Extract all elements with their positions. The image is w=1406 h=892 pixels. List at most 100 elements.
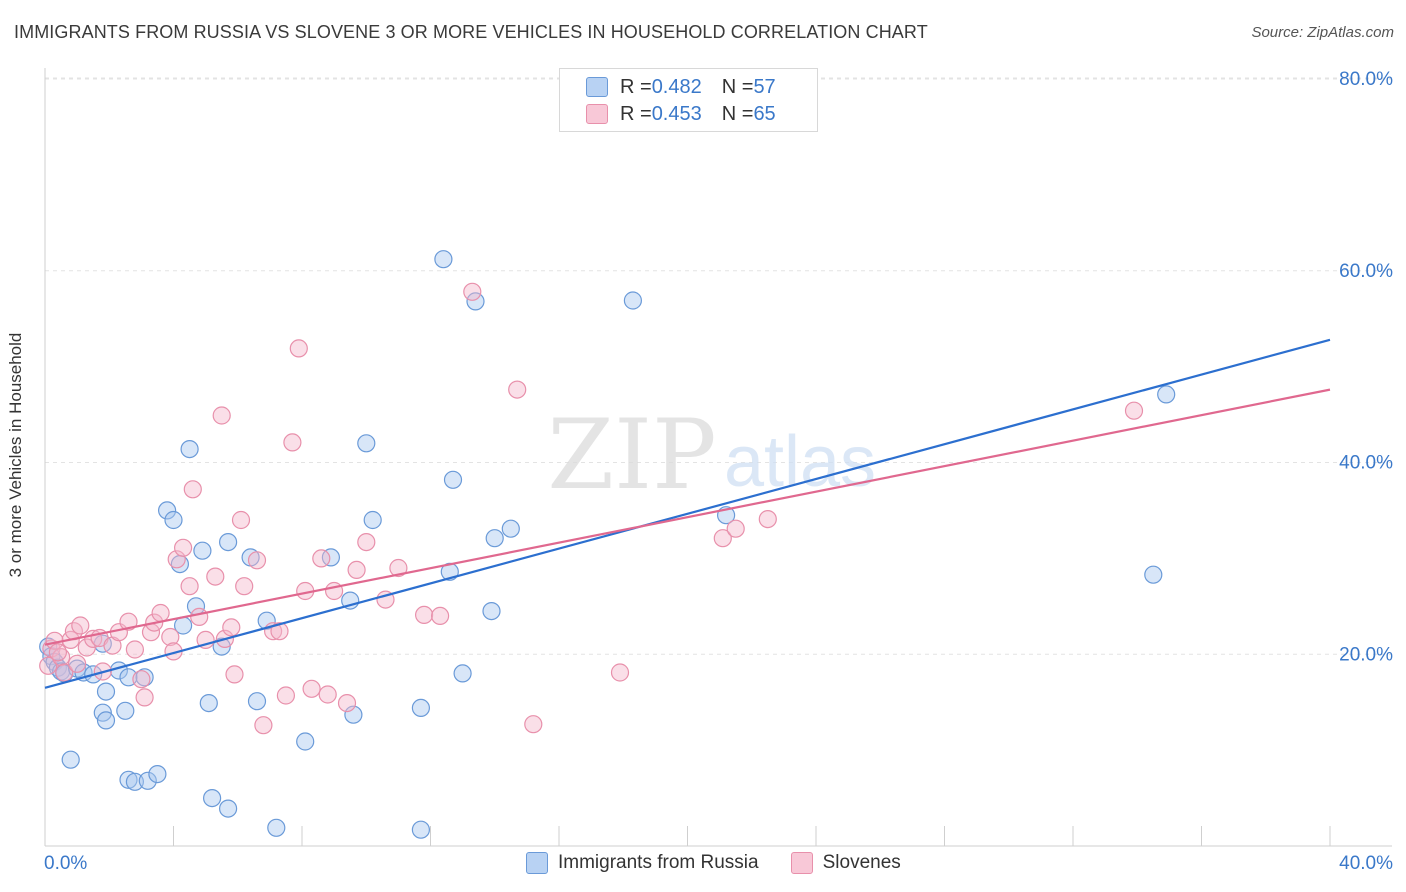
watermark-atlas: atlas [724,422,876,502]
point-slovenes [270,622,289,641]
y-tick-label: 80.0% [1339,69,1393,90]
point-slovenes [247,551,267,570]
point-slovenes [225,665,244,684]
point-russia [411,820,430,839]
point-russia [1144,565,1163,584]
n-value: 65 [753,102,776,125]
watermark-zip: ZIP [547,399,716,511]
source-label: Source: ZipAtlas.com [1251,24,1394,41]
series-slovenes [39,282,1144,735]
point-slovenes [190,607,209,627]
point-slovenes [726,519,745,538]
point-russia [485,529,504,548]
point-slovenes [161,627,180,647]
point-slovenes [312,549,331,568]
point-slovenes [206,567,225,586]
point-slovenes [289,339,308,358]
point-slovenes [222,618,241,637]
legend-item-slovenes[interactable]: Slovenes [790,852,901,874]
point-russia [148,764,167,784]
legend-label-russia: Immigrants from Russia [558,852,759,873]
n-label: N = [721,102,754,125]
r-label: R = [620,75,652,98]
point-russia [203,788,222,808]
trend-line-slovenes [44,388,1331,646]
point-russia [482,601,501,621]
point-slovenes [254,716,273,735]
point-slovenes [318,685,337,704]
x-tick-label-max: 40.0% [1339,853,1393,874]
point-russia [119,770,138,789]
point-russia [61,750,80,769]
legend-row-russia: R = 0.482 N = 57 [586,76,776,98]
point-russia [344,705,363,724]
legend-swatch-slovenes [790,852,813,874]
point-slovenes [212,406,231,425]
point-russia [623,291,643,310]
point-russia [193,541,212,560]
point-slovenes [758,509,777,529]
point-slovenes [357,532,376,552]
point-slovenes [431,606,450,626]
point-slovenes [55,663,74,682]
r-label: R = [620,102,652,125]
point-russia [135,668,154,687]
trend-lines [44,338,1331,689]
point-russia [247,692,267,711]
point-slovenes [276,686,295,705]
point-russia [158,501,177,520]
point-slovenes [463,282,482,301]
point-russia [443,470,463,489]
x-tick-label-min: 0.0% [44,853,87,874]
legend-item-russia[interactable]: Immigrants from Russia [526,852,759,874]
point-russia [434,250,453,269]
series-immigrants-from-russia [39,250,1176,839]
point-slovenes [415,605,434,625]
y-tick-label: 20.0% [1339,644,1393,665]
point-slovenes [235,577,254,596]
point-slovenes [389,558,408,578]
point-slovenes [135,688,154,707]
point-russia [199,693,218,713]
n-label: N = [721,75,754,98]
point-slovenes [508,380,527,399]
point-slovenes [347,560,366,580]
point-slovenes [302,679,321,698]
point-slovenes [610,663,630,682]
point-slovenes [71,616,90,635]
point-slovenes [713,529,732,548]
point-slovenes [67,654,87,673]
point-russia [357,434,376,453]
point-slovenes [283,433,302,452]
point-slovenes [119,612,138,631]
point-slovenes [132,670,151,689]
point-russia [96,682,116,701]
point-slovenes [174,538,193,557]
legend-swatch-slovenes [586,104,608,124]
point-russia [411,698,430,718]
point-slovenes [231,510,251,530]
point-russia [267,818,286,837]
point-russia [116,701,135,720]
point-russia [164,510,183,530]
point-russia [219,532,238,552]
legend-row-slovenes: R = 0.453 N = 65 [586,103,776,125]
legend-swatch-russia [526,852,548,874]
trend-line-russia [44,338,1331,689]
point-slovenes [39,656,58,675]
point-russia [125,772,144,791]
point-russia [96,711,116,730]
point-slovenes [167,550,186,569]
legend-swatch-russia [586,77,608,97]
point-slovenes [48,643,68,662]
point-russia [1157,385,1176,404]
point-slovenes [151,603,170,623]
point-russia [296,732,315,751]
point-russia [466,292,485,311]
point-slovenes [180,577,199,596]
point-slovenes [125,640,144,659]
correlation-legend: R = 0.482 N = 57 R = 0.453 N = 65 [559,68,818,132]
y-axis-label: 3 or more Vehicles in Household [6,332,25,578]
point-slovenes [183,480,202,499]
